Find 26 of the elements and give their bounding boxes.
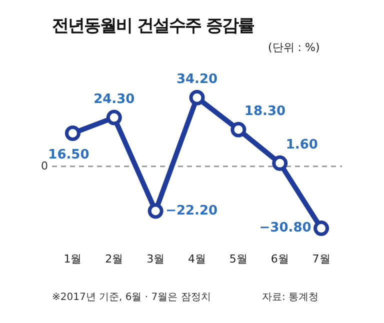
chart-title: 전년동월비 건설수주 증감률 xyxy=(52,15,254,37)
point xyxy=(106,110,122,126)
x-tick-label: 2월 xyxy=(105,252,124,266)
data-label: −22.20 xyxy=(166,203,218,218)
data-label: 18.30 xyxy=(244,104,286,119)
chart-subtitle: (단위 : %) xyxy=(268,40,320,55)
x-tick-label: 5월 xyxy=(229,252,248,266)
x-tick-label: 4월 xyxy=(188,252,206,266)
text: 자료: 통계청 xyxy=(262,291,319,304)
point xyxy=(64,125,80,141)
x-tick-label: 1월 xyxy=(64,252,82,266)
x-tick-label: 6월 xyxy=(270,252,289,266)
point xyxy=(148,203,164,219)
point xyxy=(314,220,330,236)
point xyxy=(272,155,288,171)
x-tick-label: 7월 xyxy=(312,252,330,266)
x-tick-label: 3월 xyxy=(146,252,165,266)
data-label: 1.60 xyxy=(286,138,318,153)
data-label: 34.20 xyxy=(176,72,218,88)
data-label: 16.50 xyxy=(48,148,90,163)
point xyxy=(230,122,246,138)
point xyxy=(189,90,205,106)
data-label: 24.30 xyxy=(94,92,135,107)
ref-line-label: 0 xyxy=(41,159,48,172)
text: ※2017년 기준, 6월 · 7월은 잠정치 xyxy=(52,291,211,304)
data-label: −30.80 xyxy=(259,220,312,236)
